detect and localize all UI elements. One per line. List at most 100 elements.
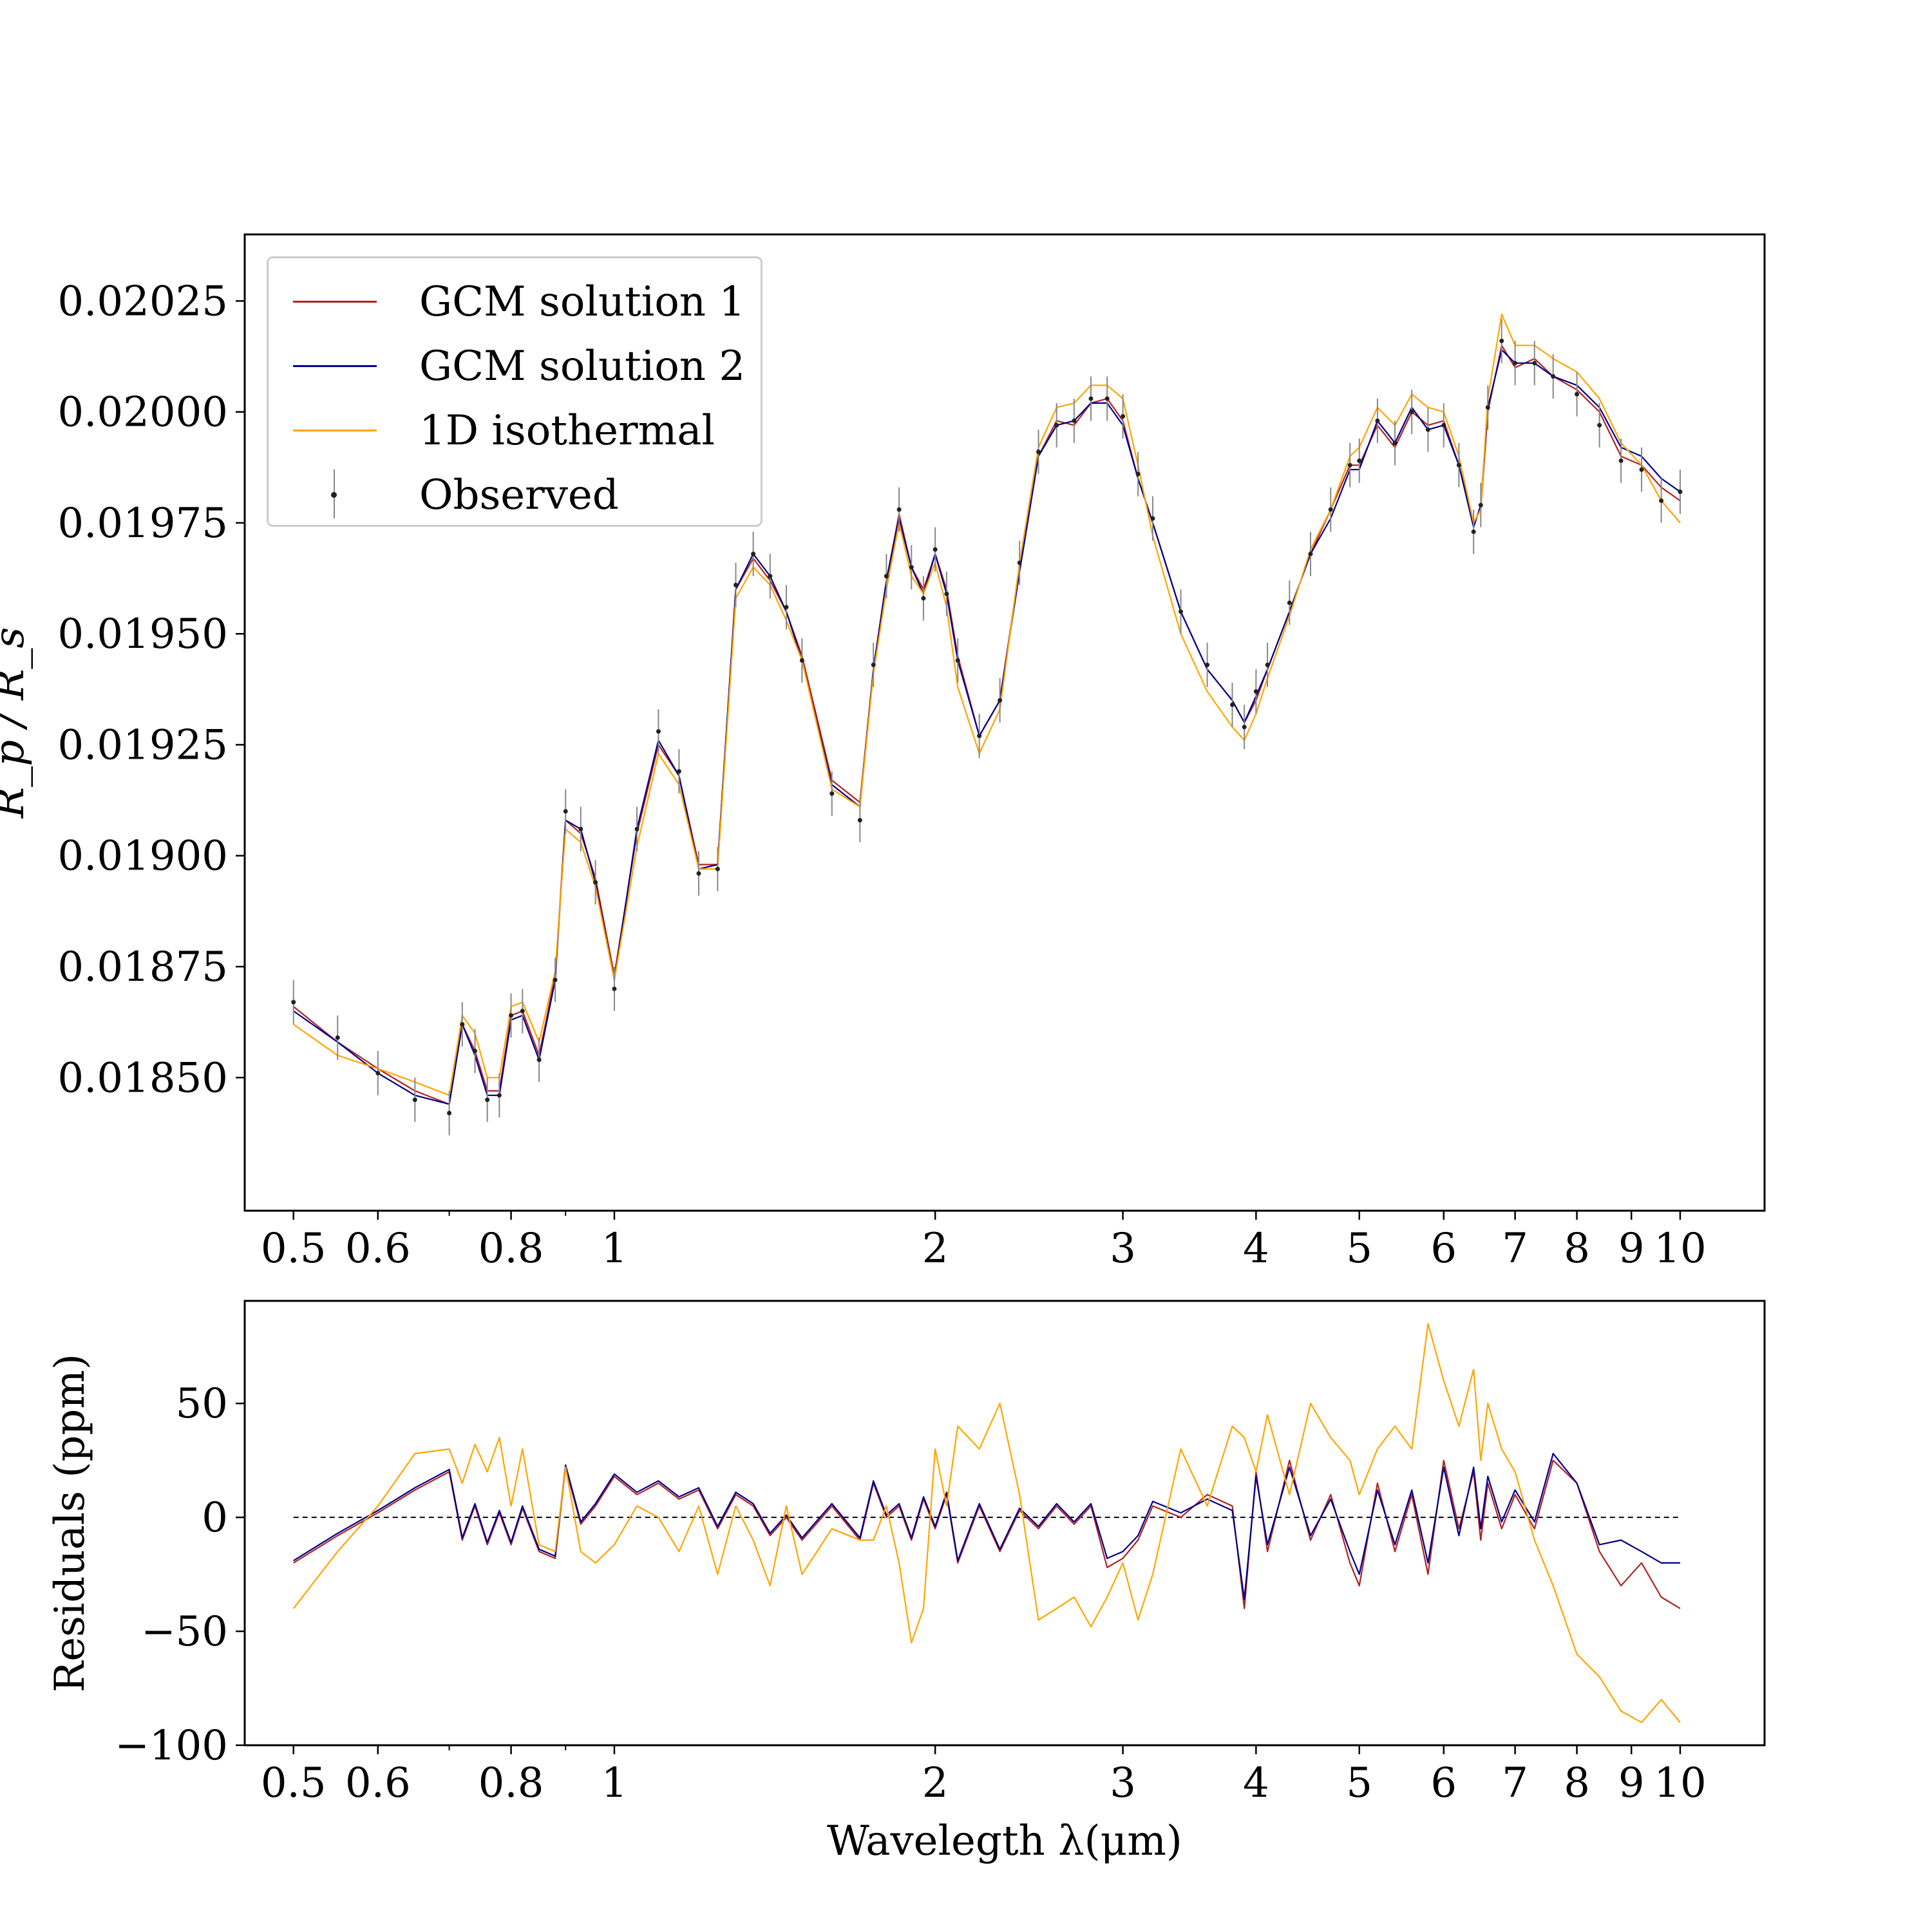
x-tick-label: 10 xyxy=(1654,1225,1706,1273)
observed-point xyxy=(784,605,789,610)
observed-point xyxy=(1678,489,1683,495)
x-tick-label: 7 xyxy=(1502,1225,1528,1273)
observed-point xyxy=(1036,450,1041,455)
x-tick-label: 5 xyxy=(1346,1225,1372,1273)
observed-point xyxy=(871,662,876,667)
observed-point xyxy=(896,507,902,512)
series-line-1d-isothermal xyxy=(292,1323,1681,1723)
observed-point xyxy=(1618,458,1624,463)
observed-point xyxy=(1375,418,1380,423)
x-tick-label: 9 xyxy=(1618,1225,1645,1273)
observed-point xyxy=(375,1070,381,1075)
x-tick-label: 7 xyxy=(1502,1759,1528,1807)
x-tick-label: 0.5 xyxy=(261,1225,327,1273)
observed-point xyxy=(1513,361,1518,366)
observed-point xyxy=(520,1009,525,1014)
observed-point xyxy=(1242,724,1247,730)
observed-points xyxy=(291,318,1683,1135)
x-tick-label: 6 xyxy=(1430,1759,1457,1807)
observed-point xyxy=(799,658,804,663)
observed-point xyxy=(1639,467,1644,472)
y-axis-label: Residuals (ppm) xyxy=(46,1354,94,1692)
legend-swatch-gcm-1 xyxy=(293,301,377,303)
observed-point xyxy=(1532,361,1537,366)
series-line-gcm-solution-2 xyxy=(293,1453,1680,1600)
observed-point xyxy=(460,1022,465,1027)
observed-point xyxy=(536,1057,542,1063)
observed-point xyxy=(933,547,938,552)
observed-point xyxy=(1471,529,1476,535)
x-tick-label: 4 xyxy=(1243,1759,1269,1807)
observed-point xyxy=(1287,600,1292,605)
residuals-panel: 0.5 0.6 0.8 1 2 3 4 5 6 7 8 9 10 50 0 −50 −100 Residuals … xyxy=(46,1300,1766,1865)
observed-point xyxy=(1551,374,1556,379)
observed-point xyxy=(1409,410,1414,415)
observed-point xyxy=(1485,405,1490,410)
x-tick-label: 1 xyxy=(601,1225,628,1273)
observed-point xyxy=(1328,507,1333,512)
observed-point xyxy=(1072,418,1077,423)
axes-frame xyxy=(243,233,1766,1212)
y-tick-label: 0.01900 xyxy=(57,833,228,880)
observed-point xyxy=(696,871,701,876)
y-tick-label: 0.02000 xyxy=(57,389,228,437)
observed-point xyxy=(1088,396,1094,401)
spectrum-panel: 0.5 0.6 0.8 1 2 3 4 5 6 7 8 9 10 0.01850 0.01875 0.0190… xyxy=(0,233,1766,1273)
y-tick-label: 0.01850 xyxy=(57,1054,228,1102)
y-tick-label: 0.01975 xyxy=(57,500,228,547)
observed-point xyxy=(335,1035,340,1040)
observed-point xyxy=(1308,551,1313,556)
observed-point xyxy=(1150,516,1155,521)
observed-point xyxy=(509,1013,514,1018)
x-tick-label: 0.8 xyxy=(478,1225,544,1273)
x-tick-label: 9 xyxy=(1618,1759,1645,1807)
y-axis-label: R_p / R_s xyxy=(0,627,33,819)
x-tick-label: 8 xyxy=(1564,1759,1590,1807)
observed-point xyxy=(1347,462,1352,468)
y-tick-label: 50 xyxy=(176,1380,228,1428)
x-tick-label: 2 xyxy=(922,1759,949,1807)
observed-point xyxy=(447,1110,452,1115)
observed-point xyxy=(1357,458,1362,463)
legend-entry-observed: Observed xyxy=(284,469,761,519)
plot-area xyxy=(292,1323,1681,1723)
observed-point xyxy=(593,880,598,885)
observed-point xyxy=(1659,498,1664,503)
x-tick-label: 8 xyxy=(1564,1225,1590,1273)
observed-point xyxy=(1054,422,1059,428)
observed-point xyxy=(751,551,756,556)
observed-point xyxy=(1265,662,1270,667)
observed-point xyxy=(829,791,835,796)
observed-point xyxy=(553,978,558,983)
observed-point xyxy=(1499,338,1504,343)
x-tick-label: 0.6 xyxy=(345,1225,411,1273)
legend-label-observed: Observed xyxy=(419,471,619,519)
y-tick-label: 0.01925 xyxy=(57,721,228,769)
legend-entry-gcm-2: GCM solution 2 xyxy=(284,343,761,390)
legend-swatch-isothermal xyxy=(293,430,377,431)
observed-point xyxy=(1205,662,1210,667)
observed-point xyxy=(1104,396,1110,401)
x-tick-label: 0.8 xyxy=(478,1759,544,1807)
y-tick-label: 0.01875 xyxy=(57,943,228,991)
observed-point xyxy=(634,826,639,831)
y-tick-label: 0.02025 xyxy=(57,278,228,325)
observed-point xyxy=(1575,392,1580,397)
observed-point xyxy=(1135,471,1141,477)
observed-point xyxy=(944,591,949,596)
observed-point xyxy=(1441,422,1446,428)
legend-label-gcm-2: GCM solution 2 xyxy=(419,343,746,390)
series-line-1d-isothermal xyxy=(293,313,1681,1096)
observed-point xyxy=(1456,462,1461,468)
series-line-gcm-solution-1 xyxy=(293,1459,1681,1609)
legend-label-isothermal: 1D isothermal xyxy=(419,407,715,455)
observed-point xyxy=(715,866,720,871)
plot-area xyxy=(291,313,1683,1135)
y-tick-label: −50 xyxy=(141,1608,228,1656)
observed-point xyxy=(909,565,914,570)
observed-point xyxy=(857,818,862,823)
observed-point xyxy=(412,1097,417,1103)
x-tick-label: 0.5 xyxy=(261,1759,327,1807)
legend: GCM solution 1 GCM solution 2 1D isother… xyxy=(267,256,762,527)
